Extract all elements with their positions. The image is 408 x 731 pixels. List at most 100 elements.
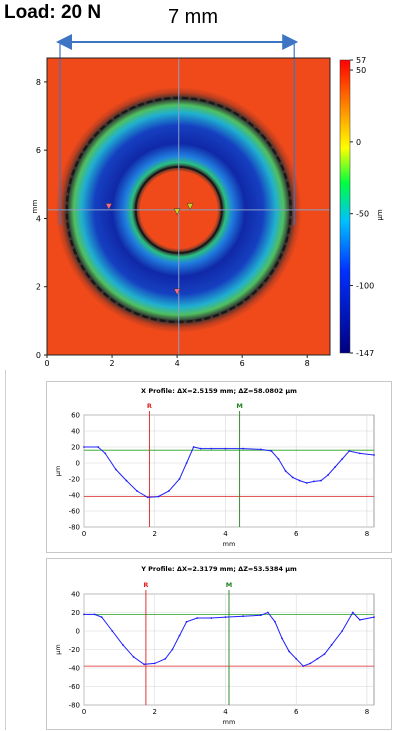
- x-profile-point: [83, 446, 85, 448]
- x-profile-point: [341, 458, 344, 460]
- y-profile-point: [164, 657, 167, 660]
- y-profile-ytick-label: -80: [69, 702, 80, 710]
- marker-x-m: [186, 203, 194, 211]
- colorbar-tick-label: -147: [356, 349, 374, 358]
- x-profile-point: [136, 490, 138, 492]
- x-profile-point: [192, 446, 195, 448]
- x-profile-xtick-label: 8: [365, 530, 369, 538]
- y-profile-marker-label: R: [143, 581, 148, 589]
- x-profile-point: [178, 478, 181, 480]
- y-profile-ytick-label: -20: [69, 646, 80, 654]
- x-profile-point: [373, 454, 375, 456]
- x-profile-point: [167, 490, 170, 492]
- x-profile-ytick-label: 0: [76, 460, 80, 468]
- x-profile-point: [327, 474, 329, 476]
- y-profile-point: [210, 617, 213, 619]
- x-profile-point: [114, 468, 117, 471]
- marker-center: [173, 208, 181, 216]
- y-profile-title: Y Profile: ΔX=2.3179 mm; ΔZ=53.5384 µm: [140, 565, 297, 573]
- x-profile-point: [259, 448, 262, 451]
- y-profile-point: [358, 619, 361, 621]
- y-profile-point: [295, 657, 298, 660]
- y-profile-point: [330, 643, 333, 646]
- colorbar-tick-label: 57: [356, 56, 366, 65]
- y-profile-point: [132, 656, 135, 658]
- y-profile-ytick-label: 40: [71, 591, 80, 599]
- marker-x-r: [105, 203, 113, 211]
- x-profile-xtick-label: 4: [223, 530, 228, 538]
- y-profile-point: [122, 643, 124, 646]
- x-profile-ytick-label: 60: [71, 412, 80, 420]
- y-profile-point: [153, 662, 156, 665]
- x-profile-ytick-label: -20: [69, 476, 80, 484]
- y-profile-point: [242, 615, 245, 618]
- x-profile-point: [185, 462, 188, 464]
- y-profile-point: [351, 611, 354, 614]
- y-profile-ytick-label: -60: [69, 683, 80, 691]
- y-profile-point: [143, 663, 146, 666]
- x-profile-point: [210, 447, 213, 450]
- colorbar-unit: µm: [376, 209, 384, 220]
- y-profile-point: [83, 613, 85, 616]
- y-profile-xtick-label: 0: [82, 708, 86, 716]
- y-profile-point: [281, 637, 283, 640]
- y-profile-point: [373, 616, 375, 619]
- y-profile-xtick-label: 8: [365, 708, 369, 716]
- x-profile-ytick-label: -80: [69, 524, 80, 532]
- map-ytick-label: 0: [36, 351, 41, 360]
- y-profile-xlabel: mm: [223, 718, 236, 726]
- y-profile-xtick-label: 4: [223, 708, 228, 716]
- colorbar-tick-label: -100: [356, 281, 374, 290]
- colorbar-tick-label: 0: [356, 138, 361, 147]
- x-profile-xlabel: mm: [223, 540, 236, 548]
- x-profile-ytick-label: 40: [71, 428, 80, 436]
- y-profile-ytick-label: -40: [69, 665, 80, 673]
- colorbar-tick-label: -50: [356, 210, 369, 219]
- colorbar: [339, 59, 351, 354]
- y-profile-point: [224, 616, 227, 619]
- x-profile-plot-area: [83, 414, 375, 528]
- x-profile-title: X Profile: ΔX=2.5159 mm; ΔZ=58.0802 µm: [141, 387, 297, 395]
- map-xtick-label: 6: [240, 359, 245, 368]
- x-profile-point: [312, 480, 315, 483]
- y-profile-point: [100, 616, 103, 619]
- map-ytick-label: 8: [36, 78, 41, 87]
- colorbar-tick-label: 50: [356, 66, 366, 75]
- x-profile-point: [270, 450, 273, 452]
- x-profile-ytick-label: 20: [71, 444, 80, 452]
- y-profile-ytick-label: 0: [76, 628, 80, 636]
- x-profile-point: [157, 495, 160, 498]
- x-profile-point: [224, 447, 227, 450]
- x-profile-point: [146, 496, 149, 499]
- map-xtick-label: 8: [305, 359, 310, 368]
- y-profile-ytick-label: 20: [71, 609, 80, 617]
- map-frame: [46, 57, 331, 356]
- y-profile-point: [341, 630, 344, 632]
- x-profile-point: [125, 479, 128, 482]
- left-divider: [5, 370, 6, 730]
- load-label: Load: 20 N: [4, 2, 102, 23]
- y-profile-point: [111, 630, 114, 632]
- x-profile-point: [305, 482, 308, 484]
- x-profile-point: [348, 450, 351, 452]
- x-profile-point: [199, 447, 202, 450]
- dimension-label: 7 mm: [168, 6, 218, 28]
- y-profile-xtick-label: 2: [152, 708, 156, 716]
- x-profile-ytick-label: -60: [69, 508, 80, 516]
- y-profile-point: [196, 617, 199, 619]
- x-profile-point: [277, 458, 280, 460]
- x-profile-ytick-label: -40: [69, 492, 80, 500]
- map-ylabel: mm: [31, 200, 39, 214]
- y-profile-point: [185, 620, 188, 623]
- x-profile-point: [291, 476, 294, 479]
- y-profile-point: [323, 653, 326, 656]
- map-xtick-label: 4: [175, 359, 180, 368]
- x-profile-xtick-label: 2: [152, 530, 156, 538]
- x-profile-point: [334, 466, 336, 468]
- y-profile-point: [309, 662, 312, 665]
- x-profile-point: [358, 452, 361, 455]
- y-profile-point: [171, 648, 174, 651]
- map-xtick-label: 2: [110, 359, 115, 368]
